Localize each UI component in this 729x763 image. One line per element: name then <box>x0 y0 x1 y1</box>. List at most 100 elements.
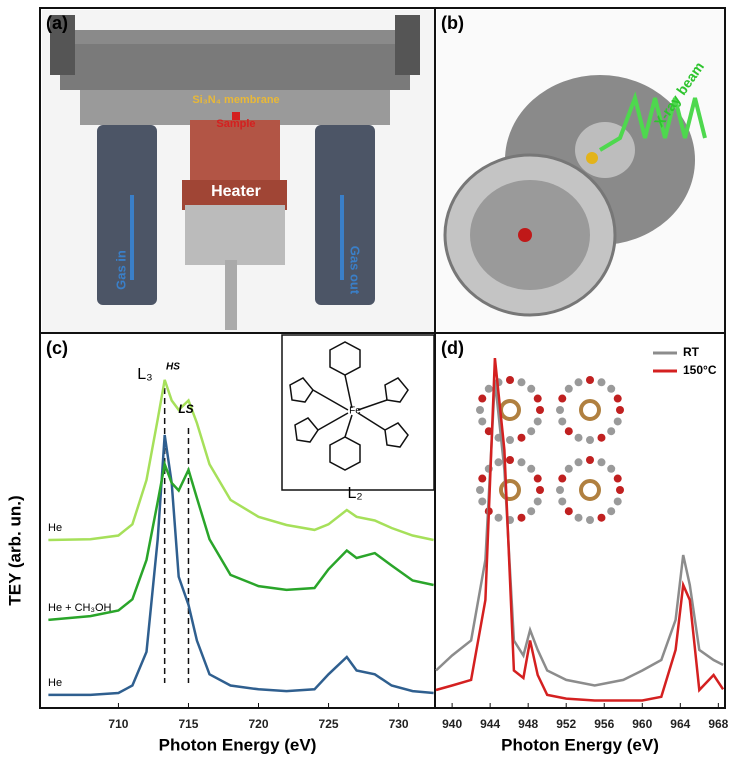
atom <box>534 497 542 505</box>
atom <box>607 507 615 515</box>
sample-label: Sample <box>216 118 255 130</box>
atom <box>581 481 599 499</box>
annotation: HS <box>166 362 180 373</box>
atom <box>581 401 599 419</box>
atom <box>517 514 525 522</box>
panel-label: (c) <box>46 338 68 358</box>
atom <box>607 385 615 393</box>
series-label: He + CH₃OH <box>48 602 112 614</box>
atom <box>575 514 583 522</box>
atom <box>527 427 535 435</box>
x-tick-label: 710 <box>108 717 128 731</box>
atom <box>476 406 484 414</box>
atom <box>536 486 544 494</box>
atom <box>517 434 525 442</box>
atom <box>614 395 622 403</box>
annotation: L₃ <box>137 366 152 383</box>
atom <box>597 514 605 522</box>
atom <box>565 385 573 393</box>
figure: (a) Si₃N₄ membrane Sample Heater Gas in … <box>0 0 729 763</box>
atom <box>597 378 605 386</box>
atom <box>556 406 564 414</box>
x-tick-label: 715 <box>178 717 198 731</box>
atom <box>527 507 535 515</box>
x-tick-label: 968 <box>708 717 728 731</box>
panel-label: (d) <box>441 338 464 358</box>
atom <box>527 385 535 393</box>
atom <box>616 406 624 414</box>
atom <box>536 406 544 414</box>
x-tick-label: 956 <box>594 717 614 731</box>
atom <box>607 465 615 473</box>
atom <box>517 458 525 466</box>
atom <box>485 385 493 393</box>
atom <box>558 395 566 403</box>
atom <box>614 475 622 483</box>
atom <box>586 456 594 464</box>
holder-drawing <box>437 10 724 332</box>
atom <box>506 436 514 444</box>
atom <box>586 376 594 384</box>
atom <box>565 507 573 515</box>
atom <box>575 378 583 386</box>
atom <box>478 417 486 425</box>
atom <box>556 486 564 494</box>
x-tick-label: 720 <box>248 717 268 731</box>
atom <box>597 458 605 466</box>
panel-label: (b) <box>441 13 464 33</box>
atom <box>565 427 573 435</box>
membrane-label: Si₃N₄ membrane <box>192 94 279 106</box>
atom <box>558 497 566 505</box>
atom <box>501 481 519 499</box>
atom-label: Fe <box>349 406 361 417</box>
gas-in-label: Gas in <box>113 250 128 290</box>
atom <box>534 395 542 403</box>
atom <box>586 516 594 524</box>
heater-label: Heater <box>211 183 261 200</box>
atom <box>575 458 583 466</box>
atom <box>575 434 583 442</box>
y-axis-title: TEY (arb. un.) <box>5 495 24 605</box>
atom <box>506 456 514 464</box>
annotation: LS <box>178 402 193 416</box>
x-tick-label: 730 <box>389 717 409 731</box>
atom <box>558 475 566 483</box>
atom <box>478 395 486 403</box>
x-tick-label: 944 <box>480 717 500 731</box>
atom <box>586 436 594 444</box>
x-tick-label: 940 <box>442 717 462 731</box>
x-axis-title: Photon Energy (eV) <box>159 735 317 754</box>
atom <box>495 514 503 522</box>
atom <box>616 486 624 494</box>
annotation: L₂ <box>347 485 362 502</box>
atom <box>506 376 514 384</box>
panel-label: (a) <box>46 13 68 33</box>
atom <box>501 401 519 419</box>
x-axis-title: Photon Energy (eV) <box>501 735 659 754</box>
series-label: He <box>48 677 62 689</box>
atom <box>597 434 605 442</box>
atom <box>607 427 615 435</box>
atom <box>495 458 503 466</box>
atom <box>478 497 486 505</box>
x-tick-label: 952 <box>556 717 576 731</box>
x-tick-label: 964 <box>670 717 690 731</box>
atom <box>478 475 486 483</box>
legend-label: 150°C <box>683 363 717 377</box>
page: { "diagrams": { "a": {"panel_label": "(a… <box>0 0 729 763</box>
cell-drawing <box>42 10 434 332</box>
x-tick-label: 948 <box>518 717 538 731</box>
atom <box>527 465 535 473</box>
atom <box>565 465 573 473</box>
atom <box>534 475 542 483</box>
x-tick-label: 725 <box>319 717 339 731</box>
x-tick-label: 960 <box>632 717 652 731</box>
legend-label: RT <box>683 345 700 359</box>
atom <box>614 417 622 425</box>
atom <box>558 417 566 425</box>
gas-out-label: Gas out <box>348 246 363 295</box>
series-label: He <box>48 522 62 534</box>
atom <box>614 497 622 505</box>
atom <box>534 417 542 425</box>
atom <box>517 378 525 386</box>
